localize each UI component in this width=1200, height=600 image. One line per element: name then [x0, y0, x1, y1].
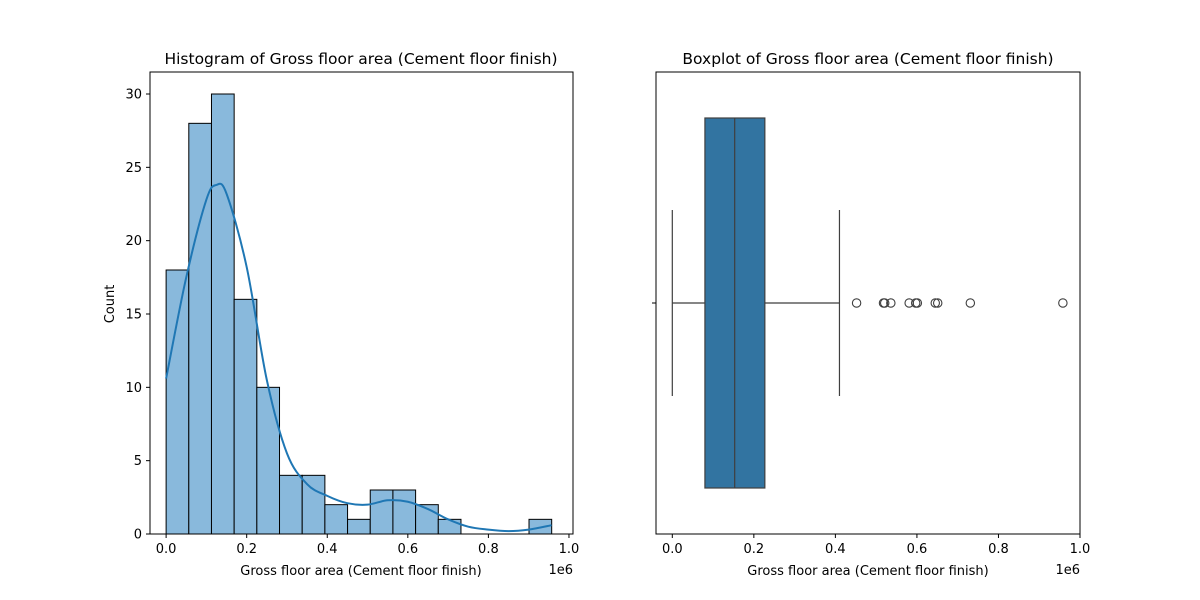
- boxplot-x-tick-label: 0.8: [988, 542, 1009, 557]
- histogram-bars: [165, 93, 553, 535]
- boxplot-outliers: [851, 298, 1068, 308]
- boxplot-x-tick-label: 0.2: [744, 542, 765, 557]
- histogram-x-tick-label: 0.8: [478, 542, 499, 557]
- histogram-y-tick-label: 5: [134, 454, 142, 469]
- histogram-y-tick-label: 30: [125, 88, 142, 103]
- histogram-bar: [301, 474, 326, 535]
- boxplot-x-tick-label: 0.4: [825, 542, 846, 557]
- histogram-x-ticks: 0.0 0.2 0.4 0.6 0.8 1.0: [156, 534, 580, 557]
- kde-curve: [165, 182, 552, 533]
- boxplot-x-ticks: 0.0 0.2 0.4 0.6 0.8 1.0: [662, 534, 1090, 557]
- boxplot-x-tick-label: 1.0: [1070, 542, 1091, 557]
- histogram-bar: [188, 122, 212, 535]
- histogram-bar: [210, 93, 235, 535]
- histogram-y-ticks: 0 5 10 15 20 25 30: [125, 88, 150, 543]
- histogram-title: Histogram of Gross floor area (Cement fl…: [164, 50, 557, 68]
- boxplot-outlier: [886, 298, 896, 308]
- boxplot-x-offset-label: 1e6: [1055, 563, 1080, 578]
- histogram-panel: Histogram of Gross floor area (Cement fl…: [103, 50, 579, 579]
- boxplot-outlier: [930, 298, 941, 308]
- histogram-bar: [233, 298, 258, 535]
- histogram-x-tick-label: 0.2: [236, 542, 257, 557]
- histogram-y-tick-label: 15: [125, 308, 142, 323]
- histogram-x-tick-label: 1.0: [559, 542, 580, 557]
- boxplot-outlier: [851, 298, 862, 308]
- boxplot-panel: Boxplot of Gross floor area (Cement floo…: [652, 50, 1090, 579]
- histogram-bar: [279, 474, 303, 535]
- histogram-x-tick-label: 0.6: [397, 542, 418, 557]
- boxplot-outlier: [932, 298, 943, 308]
- boxplot-x-tick-label: 0.0: [662, 542, 683, 557]
- histogram-bar: [324, 504, 349, 535]
- histogram-bar: [256, 386, 281, 535]
- boxplot-outlier: [879, 298, 890, 308]
- histogram-y-tick-label: 20: [125, 234, 142, 249]
- boxplot-outlier: [912, 298, 923, 308]
- boxplot-outlier: [1058, 298, 1068, 308]
- histogram-x-tick-label: 0.4: [317, 542, 338, 557]
- histogram-bar: [165, 269, 190, 535]
- boxplot-body: [671, 117, 841, 489]
- histogram-x-offset-label: 1e6: [548, 563, 573, 578]
- histogram-x-axis-label: Gross floor area (Cement floor finish): [240, 564, 481, 579]
- boxplot-x-axis-label: Gross floor area (Cement floor finish): [747, 564, 988, 579]
- histogram-bar: [392, 489, 417, 535]
- histogram-y-tick-label: 25: [125, 161, 142, 176]
- histogram-bar: [437, 518, 462, 535]
- histogram-bar: [347, 518, 371, 535]
- histogram-bar: [369, 489, 394, 535]
- histogram-y-axis-label: Count: [103, 285, 118, 324]
- histogram-y-tick-label: 0: [134, 528, 142, 543]
- histogram-x-tick-label: 0.0: [156, 542, 177, 557]
- histogram-y-tick-label: 10: [125, 381, 142, 396]
- histogram-axes-frame: [149, 71, 574, 535]
- boxplot-title: Boxplot of Gross floor area (Cement floo…: [682, 50, 1053, 68]
- boxplot-x-tick-label: 0.6: [907, 542, 928, 557]
- boxplot-outlier: [965, 298, 976, 308]
